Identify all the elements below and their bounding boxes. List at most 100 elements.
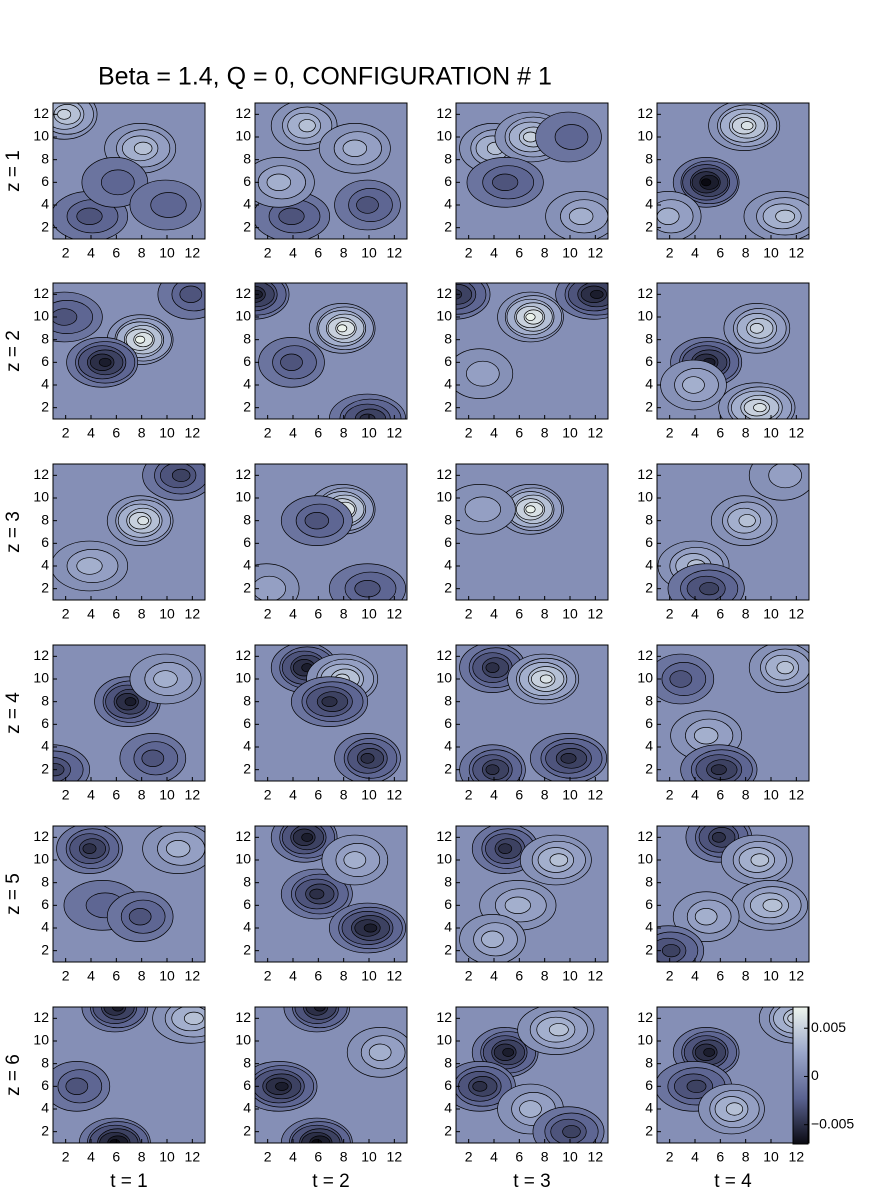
y-tick-label: 4 xyxy=(444,557,452,573)
y-tick-label: 10 xyxy=(637,851,653,867)
y-tick-label: 4 xyxy=(243,557,251,573)
y-tick-label: 2 xyxy=(645,1122,653,1138)
x-tick-label: 10 xyxy=(562,606,578,622)
contour-level xyxy=(311,1139,323,1143)
contour-level xyxy=(753,403,767,413)
x-tick-label: 6 xyxy=(112,787,120,803)
contour-level xyxy=(304,512,330,530)
y-tick-label: 10 xyxy=(436,489,452,505)
panel-frame xyxy=(254,463,408,601)
contour-level xyxy=(710,764,727,776)
x-tick-label: 6 xyxy=(112,245,120,261)
contour-level xyxy=(278,207,305,225)
x-tick-label: 6 xyxy=(314,245,322,261)
panel-frame xyxy=(254,1006,408,1144)
x-tick-label: 2 xyxy=(666,968,674,984)
x-tick-label: 12 xyxy=(387,787,403,803)
x-tick-label: 12 xyxy=(185,968,201,984)
panel-frame xyxy=(52,282,206,420)
y-tick-label: 6 xyxy=(645,715,653,731)
contour-level xyxy=(65,1077,89,1095)
x-tick-label: 4 xyxy=(289,606,297,622)
x-tick-label: 10 xyxy=(562,968,578,984)
x-tick-label: 8 xyxy=(742,245,750,261)
colorbar-tick-label: 0.005 xyxy=(811,1019,846,1035)
x-tick-label: 6 xyxy=(515,968,523,984)
contour-level xyxy=(750,853,770,867)
panel-frame xyxy=(52,102,206,240)
x-tick-label: 8 xyxy=(742,425,750,441)
y-tick-label: 8 xyxy=(645,692,653,708)
contour-panel xyxy=(53,645,205,781)
x-tick-label: 4 xyxy=(87,1149,95,1165)
y-tick-label: 10 xyxy=(235,851,251,867)
panel-frame xyxy=(52,463,206,601)
panel-frame xyxy=(52,1006,206,1144)
x-tick-label: 12 xyxy=(185,787,201,803)
y-tick-label: 8 xyxy=(444,150,452,166)
x-tick-label: 2 xyxy=(62,606,70,622)
x-tick-label: 8 xyxy=(541,787,549,803)
x-tick-label: 4 xyxy=(691,606,699,622)
contour-panel xyxy=(456,283,608,419)
y-tick-label: 10 xyxy=(33,670,49,686)
y-tick-label: 6 xyxy=(645,1077,653,1093)
contour-level xyxy=(133,141,153,155)
contour-panel xyxy=(255,103,407,239)
y-tick-label: 8 xyxy=(243,150,251,166)
x-tick-label: 12 xyxy=(387,606,403,622)
x-tick-label: 8 xyxy=(138,968,146,984)
y-tick-label: 4 xyxy=(645,557,653,573)
x-tick-label: 10 xyxy=(763,968,779,984)
y-tick-label: 12 xyxy=(33,466,49,482)
x-tick-label: 4 xyxy=(289,425,297,441)
y-tick-label: 2 xyxy=(645,398,653,414)
y-tick-label: 6 xyxy=(444,353,452,369)
x-tick-label: 10 xyxy=(763,1149,779,1165)
contour-level xyxy=(298,119,316,133)
contour-level xyxy=(266,173,292,191)
y-tick-label: 2 xyxy=(243,579,251,595)
panel-frame xyxy=(455,102,609,240)
y-tick-label: 6 xyxy=(243,896,251,912)
y-tick-label: 12 xyxy=(637,466,653,482)
column-label: t = 1 xyxy=(110,1171,148,1192)
x-tick-label: 6 xyxy=(716,425,724,441)
y-tick-label: 12 xyxy=(436,1009,452,1025)
x-tick-label: 8 xyxy=(340,1149,348,1165)
x-tick-label: 2 xyxy=(666,425,674,441)
contour-level xyxy=(464,496,501,523)
x-tick-label: 12 xyxy=(387,1149,403,1165)
contour-level xyxy=(699,582,720,596)
x-tick-label: 10 xyxy=(361,787,377,803)
y-tick-label: 6 xyxy=(41,353,49,369)
contour-level xyxy=(762,898,783,912)
x-tick-label: 6 xyxy=(716,968,724,984)
y-tick-label: 10 xyxy=(436,128,452,144)
y-tick-label: 10 xyxy=(33,308,49,324)
x-tick-label: 2 xyxy=(465,425,473,441)
x-tick-label: 12 xyxy=(185,606,201,622)
y-tick-label: 12 xyxy=(235,105,251,121)
column-label: t = 3 xyxy=(513,1171,551,1192)
y-tick-label: 8 xyxy=(444,511,452,527)
contour-level xyxy=(554,124,589,150)
y-tick-label: 2 xyxy=(41,579,49,595)
contour-panel xyxy=(456,826,608,962)
y-tick-label: 2 xyxy=(444,941,452,957)
contour-level xyxy=(768,464,802,489)
contour-level xyxy=(128,908,152,926)
x-tick-label: 6 xyxy=(716,787,724,803)
panel-frame xyxy=(455,825,609,963)
contour-level xyxy=(76,207,103,225)
y-tick-label: 6 xyxy=(41,715,49,731)
panel-frame xyxy=(455,282,609,420)
contour-level xyxy=(359,413,376,419)
contour-level xyxy=(135,335,146,344)
x-tick-label: 4 xyxy=(490,606,498,622)
contour-level xyxy=(519,1100,542,1118)
contour-level xyxy=(255,575,286,600)
x-tick-label: 8 xyxy=(138,1149,146,1165)
y-tick-label: 2 xyxy=(444,398,452,414)
row-label: z = 3 xyxy=(3,511,24,553)
